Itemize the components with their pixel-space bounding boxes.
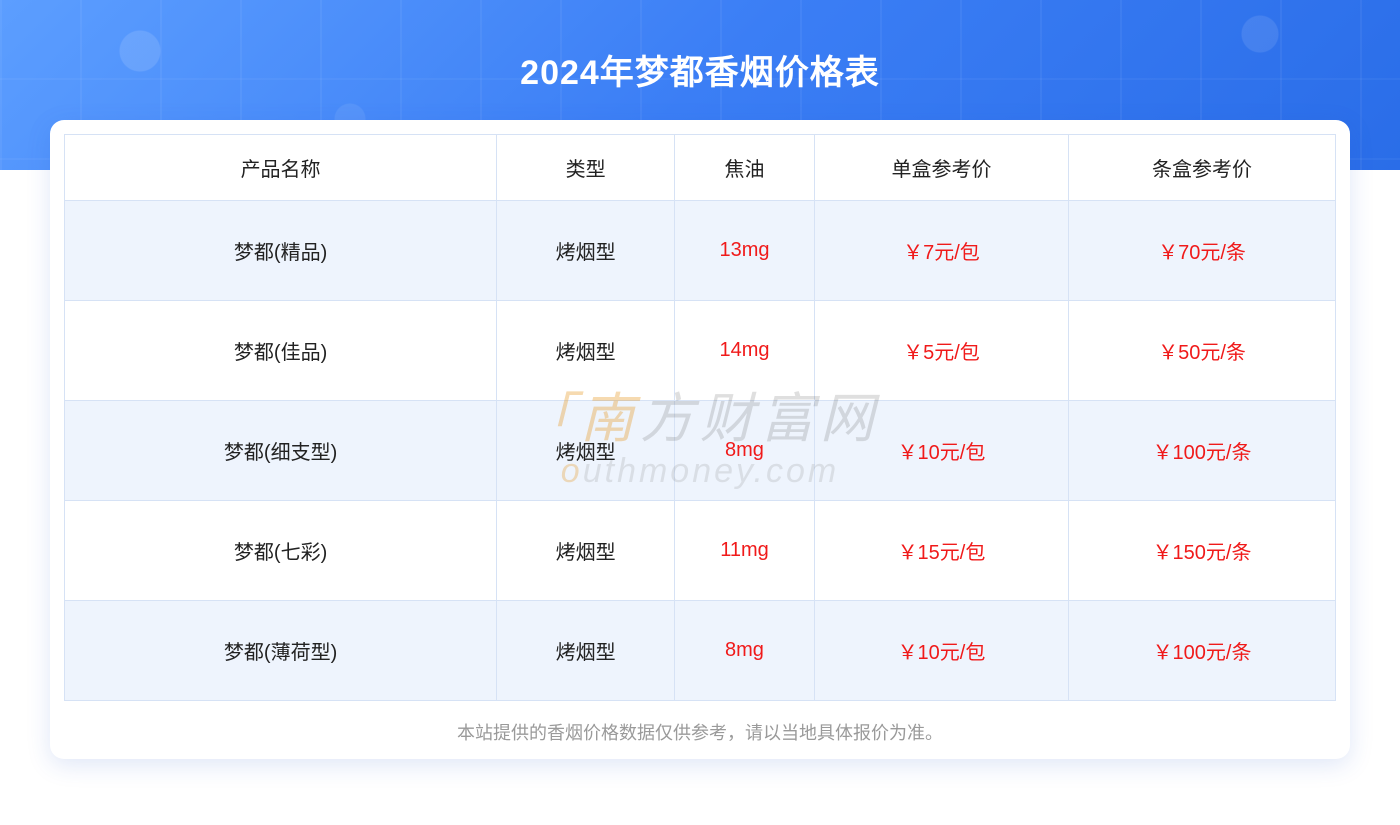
cell-type: 烤烟型: [497, 501, 675, 601]
cell-carton: ￥100元/条: [1069, 401, 1336, 501]
col-header-name: 产品名称: [65, 135, 497, 201]
disclaimer-text: 本站提供的香烟价格数据仅供参考，请以当地具体报价为准。: [64, 719, 1336, 745]
cell-name: 梦都(薄荷型): [65, 601, 497, 701]
cell-carton: ￥50元/条: [1069, 301, 1336, 401]
cell-name: 梦都(细支型): [65, 401, 497, 501]
cell-tar: 14mg: [675, 301, 815, 401]
cell-tar: 13mg: [675, 201, 815, 301]
table-row: 梦都(佳品) 烤烟型 14mg ￥5元/包 ￥50元/条: [65, 301, 1336, 401]
cell-tar: 11mg: [675, 501, 815, 601]
table-row: 梦都(细支型) 烤烟型 8mg ￥10元/包 ￥100元/条: [65, 401, 1336, 501]
table-header-row: 产品名称 类型 焦油 单盒参考价 条盒参考价: [65, 135, 1336, 201]
cell-type: 烤烟型: [497, 601, 675, 701]
cell-name: 梦都(精品): [65, 201, 497, 301]
cell-carton: ￥70元/条: [1069, 201, 1336, 301]
table-body: 梦都(精品) 烤烟型 13mg ￥7元/包 ￥70元/条 梦都(佳品) 烤烟型 …: [65, 201, 1336, 701]
cell-name: 梦都(佳品): [65, 301, 497, 401]
table-row: 梦都(薄荷型) 烤烟型 8mg ￥10元/包 ￥100元/条: [65, 601, 1336, 701]
cell-type: 烤烟型: [497, 301, 675, 401]
cell-type: 烤烟型: [497, 201, 675, 301]
table-row: 梦都(精品) 烤烟型 13mg ￥7元/包 ￥70元/条: [65, 201, 1336, 301]
price-table-card: 产品名称 类型 焦油 单盒参考价 条盒参考价 梦都(精品) 烤烟型 13mg ￥…: [50, 120, 1350, 759]
cell-tar: 8mg: [675, 601, 815, 701]
cell-pack: ￥7元/包: [814, 201, 1068, 301]
cell-pack: ￥15元/包: [814, 501, 1068, 601]
cell-carton: ￥100元/条: [1069, 601, 1336, 701]
col-header-carton: 条盒参考价: [1069, 135, 1336, 201]
col-header-tar: 焦油: [675, 135, 815, 201]
cell-tar: 8mg: [675, 401, 815, 501]
col-header-type: 类型: [497, 135, 675, 201]
cell-pack: ￥10元/包: [814, 401, 1068, 501]
col-header-pack: 单盒参考价: [814, 135, 1068, 201]
table-row: 梦都(七彩) 烤烟型 11mg ￥15元/包 ￥150元/条: [65, 501, 1336, 601]
cell-carton: ￥150元/条: [1069, 501, 1336, 601]
price-table: 产品名称 类型 焦油 单盒参考价 条盒参考价 梦都(精品) 烤烟型 13mg ￥…: [64, 134, 1336, 701]
cell-type: 烤烟型: [497, 401, 675, 501]
cell-pack: ￥5元/包: [814, 301, 1068, 401]
cell-pack: ￥10元/包: [814, 601, 1068, 701]
cell-name: 梦都(七彩): [65, 501, 497, 601]
page-title: 2024年梦都香烟价格表: [0, 45, 1400, 94]
